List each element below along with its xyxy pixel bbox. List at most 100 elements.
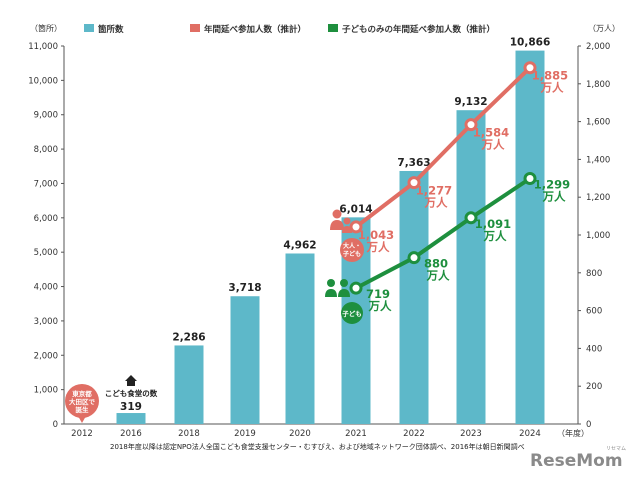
legend-label-children: 子どものみの年間延べ参加人数（推計）	[342, 24, 495, 35]
x-tick-label: 2020	[289, 429, 311, 439]
brand-logo: ReseMom	[530, 451, 623, 471]
origin-bubble-line-3: 誕生	[76, 405, 90, 414]
x-tick-label: 2024	[519, 429, 541, 439]
bar-label-2022: 7,363	[397, 157, 430, 169]
child-badge-text: 子ども	[342, 309, 362, 318]
x-axis-unit: （年度）	[557, 428, 589, 438]
legend-swatch-bars	[84, 24, 94, 32]
left-tick-label: 8,000	[34, 145, 58, 155]
right-axis-ticks: 0 200 400 600 800 1,000 1,200 1,400 1,600 1,800 2,…	[578, 42, 610, 430]
left-tick-label: 11,000	[28, 42, 58, 52]
series-point-2023	[464, 211, 478, 225]
origin-bubble-tail	[78, 416, 86, 423]
x-tick-label: 2016	[120, 429, 142, 439]
bar-2016	[116, 413, 146, 424]
adult-child-badge-line-1: 大人・	[343, 242, 361, 250]
series-value-2023: 1,584	[473, 126, 509, 140]
bar-label-2020: 4,962	[283, 239, 316, 251]
right-axis-unit: （万人）	[588, 24, 620, 33]
bar-2020	[285, 253, 315, 424]
adult-child-badge: 大人・ 子ども	[340, 238, 364, 262]
bar-labels: 319 2,286 3,718 4,962 6,014 7,363 9,132 10,866	[120, 37, 550, 413]
bar-label-2024: 10,866	[510, 37, 551, 49]
series-value-2024: 1,299	[534, 177, 570, 191]
x-tick-label: 2022	[403, 429, 425, 439]
series-unit-2022: 万人	[424, 196, 448, 210]
left-tick-label: 3,000	[34, 317, 58, 327]
right-tick-label: 1,400	[586, 155, 610, 165]
bar-2018	[174, 345, 204, 424]
bar-label-2016: 319	[120, 401, 142, 413]
series-value-2022: 880	[424, 257, 448, 271]
series-unit-2023: 万人	[483, 229, 507, 243]
series-point-2021	[349, 220, 363, 234]
bar-2024	[515, 50, 545, 424]
house-icon	[125, 375, 137, 386]
origin-bubble	[65, 384, 99, 418]
series-value-2024: 1,885	[532, 69, 568, 83]
origin-bubble-line-1: 東京都	[72, 389, 92, 398]
right-tick-label: 2,000	[586, 42, 610, 52]
right-tick-label: 200	[586, 382, 602, 392]
left-tick-label: 4,000	[34, 283, 58, 293]
right-tick-label: 800	[586, 269, 602, 279]
series-point-2021	[349, 281, 363, 295]
adult-child-badge-line-2: 子ども	[343, 250, 361, 258]
series-unit-2021: 万人	[368, 299, 392, 313]
series-point-2024	[523, 61, 537, 75]
store-label: こども食堂の数	[105, 388, 158, 398]
right-tick-label: 1,200	[586, 193, 610, 203]
bar-label-2023: 9,132	[454, 96, 487, 108]
brand-logo-small: リセマム	[606, 446, 626, 452]
x-tick-label: 2023	[460, 429, 482, 439]
x-tick-label: 2018	[178, 429, 200, 439]
series-unit-2024: 万人	[540, 81, 564, 95]
right-tick-label: 1,600	[586, 118, 610, 128]
origin-bubble-line-2: 大田区で	[69, 397, 96, 406]
series-point-2023	[464, 118, 478, 132]
legend: 箇所数 年間延べ参加人数（推計） 子どものみの年間延べ参加人数（推計）	[84, 24, 495, 35]
series-point-2022	[407, 251, 421, 265]
bar-2023	[456, 110, 486, 424]
series-value-2022: 1,277	[416, 184, 452, 198]
series-unit-2021: 万人	[366, 240, 390, 254]
x-tick-label: 2019	[234, 429, 256, 439]
series-unit-2023: 万人	[481, 138, 505, 152]
right-tick-label: 600	[586, 307, 602, 317]
right-tick-label: 400	[586, 344, 602, 354]
x-axis-ticks: 2012 2016 2018 2019 2020 2021 2022 2023 2024	[71, 429, 541, 439]
source-note: 2018年度以降は認定NPO法人全国こども食堂支援センター・むすびえ、および地域…	[110, 442, 525, 451]
child-icon	[325, 279, 350, 297]
left-tick-label: 5,000	[34, 248, 58, 258]
origin-annotation: 東京都 大田区で 誕生	[65, 384, 99, 423]
bar-label-2018: 2,286	[172, 331, 205, 343]
series-unit-2022: 万人	[426, 269, 450, 283]
left-tick-label: 2,000	[34, 351, 58, 361]
child-badge: 子ども	[341, 302, 363, 324]
series-line	[354, 66, 532, 229]
bar-2019	[230, 296, 260, 424]
series-value-2023: 1,091	[475, 217, 511, 231]
legend-label-total: 年間延べ参加人数（推計）	[204, 24, 306, 35]
right-tick-label: 1,800	[586, 80, 610, 90]
x-tick-label: 2012	[71, 429, 93, 439]
left-axis-ticks: 0 1,000 2,000 3,000 4,000 5,000 6,000 7,000 8,00…	[28, 42, 64, 430]
right-tick-label: 1,000	[586, 231, 610, 241]
right-tick-label: 0	[586, 420, 591, 430]
left-tick-label: 9,000	[34, 111, 58, 121]
legend-swatch-total	[190, 24, 200, 32]
bar-2022	[399, 170, 429, 424]
bar-label-2019: 3,718	[228, 282, 261, 294]
legend-swatch-children	[328, 24, 338, 32]
store-annotation: こども食堂の数	[105, 375, 158, 398]
legend-label-bars: 箇所数	[97, 24, 124, 35]
left-tick-label: 0	[53, 420, 58, 430]
left-axis-unit: （箇所）	[30, 23, 62, 33]
bar-label-2021: 6,014	[339, 203, 372, 215]
left-tick-label: 7,000	[34, 179, 58, 189]
series-value-2021: 719	[366, 287, 390, 301]
left-tick-label: 1,000	[34, 386, 58, 396]
x-tick-label: 2021	[345, 429, 367, 439]
